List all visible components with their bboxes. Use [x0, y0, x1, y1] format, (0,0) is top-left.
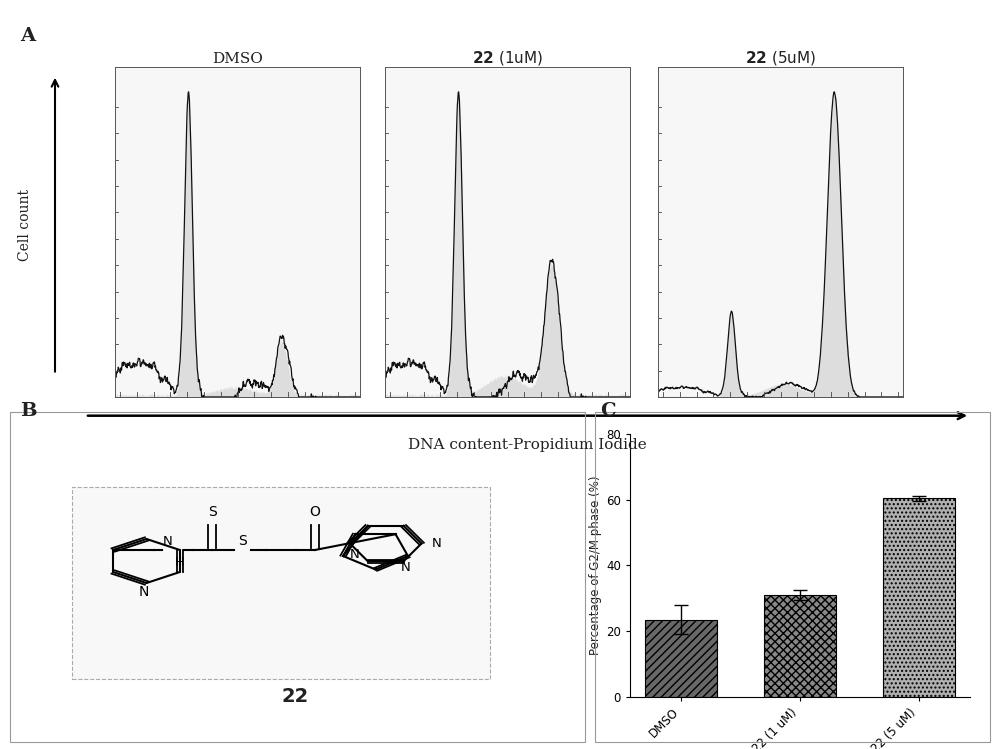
Bar	[645, 619, 717, 697]
Text: Cell count: Cell count	[18, 189, 32, 261]
Text: S: S	[208, 506, 217, 520]
Text: O: O	[310, 506, 320, 520]
Text: A: A	[20, 27, 35, 45]
Bar	[883, 498, 955, 697]
Text: N: N	[350, 548, 359, 561]
Title: $\mathbf{22}$ (1uM): $\mathbf{22}$ (1uM)	[472, 49, 543, 67]
Text: N: N	[163, 536, 172, 548]
Text: N: N	[139, 584, 149, 598]
Bar	[764, 595, 836, 697]
Text: B: B	[20, 401, 37, 419]
Text: H: H	[175, 557, 184, 569]
Text: DNA content-Propidium Iodide: DNA content-Propidium Iodide	[408, 438, 646, 452]
Text: N: N	[400, 561, 410, 574]
Text: N: N	[431, 537, 441, 550]
Text: S: S	[238, 535, 247, 548]
Text: C: C	[600, 401, 616, 419]
Text: 22: 22	[281, 687, 309, 706]
FancyBboxPatch shape	[72, 487, 490, 679]
Y-axis label: Percentage of G2/M phase (%): Percentage of G2/M phase (%)	[589, 476, 602, 655]
Title: DMSO: DMSO	[212, 52, 263, 66]
Title: $\mathbf{22}$ (5uM): $\mathbf{22}$ (5uM)	[745, 49, 816, 67]
